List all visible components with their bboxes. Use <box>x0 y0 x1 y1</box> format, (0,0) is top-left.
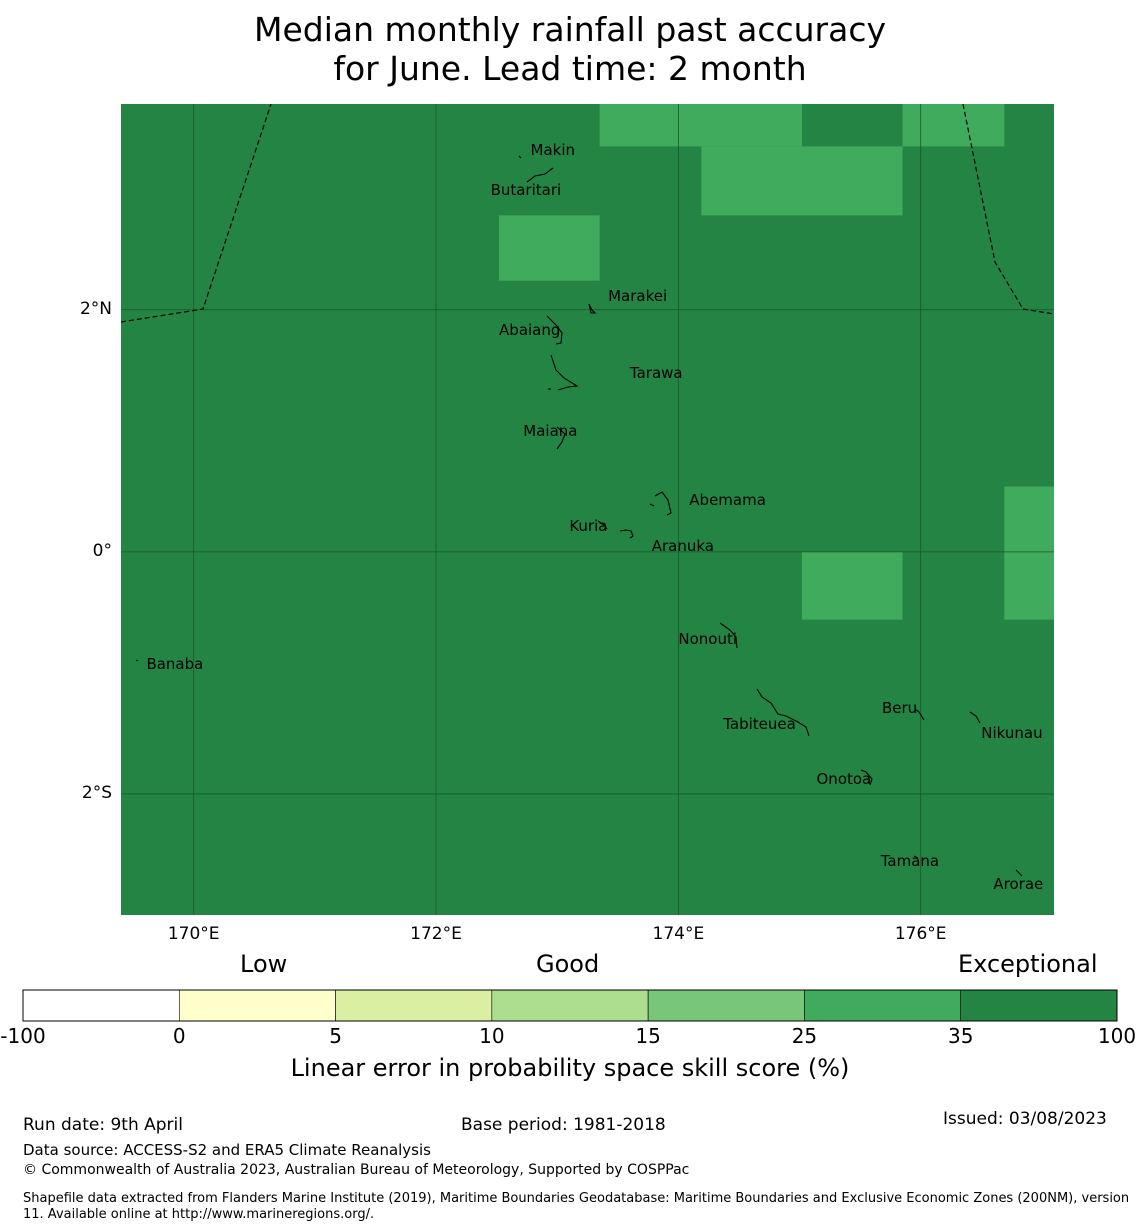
skill-cell <box>599 104 802 147</box>
colorbar-bin <box>335 989 493 1022</box>
y-tick-label: 0° <box>92 540 112 561</box>
island-outline <box>913 855 919 859</box>
skill-cell <box>1004 486 1054 620</box>
x-tick-label: 174°E <box>652 924 705 944</box>
place-label: Abaiang <box>499 320 561 339</box>
place-label: Marakei <box>608 286 668 305</box>
place-label: Abemama <box>689 491 766 510</box>
colorbar-bin <box>178 989 336 1022</box>
copyright: © Commonwealth of Australia 2023, Austra… <box>23 1162 690 1178</box>
map-title: Median monthly rainfall past accuracy fo… <box>0 10 1140 88</box>
island-outline <box>556 426 566 450</box>
island-outline <box>654 491 672 516</box>
place-label: Onotoa <box>816 769 872 788</box>
colorbar-header-low: Low <box>240 950 288 978</box>
island-outline <box>1015 869 1023 877</box>
place-label: Aranuka <box>651 537 714 556</box>
place-label: Tamana <box>880 851 940 870</box>
island-outline <box>619 529 634 539</box>
base-period: Base period: 1981-2018 <box>461 1115 666 1135</box>
island-outline <box>860 769 873 786</box>
x-tick-label: 172°E <box>410 924 462 944</box>
colorbar-bin <box>22 989 180 1022</box>
eez-boundary-east <box>962 103 1055 315</box>
colorbar-bin <box>960 989 1118 1022</box>
colorbar-bin <box>647 989 805 1022</box>
island-outline <box>649 503 655 507</box>
island-outline <box>719 622 738 649</box>
colorbar-tick-label: 15 <box>635 1024 661 1048</box>
skill-cell <box>801 551 903 620</box>
shapefile-credit: Shapefile data extracted from Flanders M… <box>23 1191 1130 1222</box>
island-outline <box>756 688 810 737</box>
title-line-2: for June. Lead time: 2 month <box>333 49 807 88</box>
skill-cell <box>902 104 1005 147</box>
title-line-1: Median monthly rainfall past accuracy <box>253 10 887 49</box>
colorbar-tick-label: 10 <box>479 1024 505 1048</box>
data-source: Data source: ACCESS-S2 and ERA5 Climate … <box>23 1141 431 1159</box>
y-tick-label: 2°N <box>79 298 112 319</box>
island-outline <box>550 354 579 391</box>
x-tick-label: 176°E <box>894 924 947 944</box>
place-label: Maiana <box>523 422 578 441</box>
place-label: Tarawa <box>629 364 683 383</box>
colorbar-tick-label: 25 <box>791 1024 818 1048</box>
island-outline <box>526 167 554 183</box>
place-label: Nikunau <box>981 723 1043 742</box>
colorbar-tick-label: 35 <box>947 1024 974 1048</box>
y-tick-label: 2°S <box>81 782 112 803</box>
place-label: Butaritari <box>490 181 562 200</box>
colorbar-frame <box>22 989 1118 1022</box>
skill-cell <box>499 215 600 281</box>
place-label: Makin <box>530 141 576 160</box>
place-label: Arorae <box>993 874 1044 893</box>
colorbar-header-good: Good <box>536 950 600 978</box>
colorbar-bin <box>804 989 962 1022</box>
place-label: Tabiteuea <box>723 715 796 734</box>
place-label: Banaba <box>146 654 204 673</box>
island-outline <box>969 711 981 724</box>
place-label: Beru <box>881 699 918 718</box>
colorbar-tick-label: 100 <box>1097 1024 1137 1048</box>
colorbar-tick-label: -100 <box>0 1024 46 1048</box>
place-label: Nonouti <box>678 630 738 649</box>
island-outline <box>518 155 522 159</box>
island-outline <box>135 659 139 662</box>
run-date: Run date: 9th April <box>23 1115 183 1135</box>
eez-boundary-west <box>120 103 272 323</box>
skill-cell <box>701 146 903 216</box>
island-outline <box>588 303 597 314</box>
colorbar-tick-label: 0 <box>172 1024 186 1048</box>
colorbar-bin <box>491 989 649 1022</box>
colorbar-header-exceptional: Exceptional <box>958 950 1098 978</box>
island-outline <box>546 315 563 345</box>
x-tick-label: 170°E <box>167 924 220 944</box>
place-label: Kuria <box>569 516 608 535</box>
colorbar-tick-label: 5 <box>329 1024 342 1048</box>
issued-date: Issued: 03/08/2023 <box>943 1109 1107 1129</box>
island-outline <box>914 708 925 721</box>
island-outline <box>597 520 608 530</box>
colorbar-label: Linear error in probability space skill … <box>290 1054 850 1082</box>
